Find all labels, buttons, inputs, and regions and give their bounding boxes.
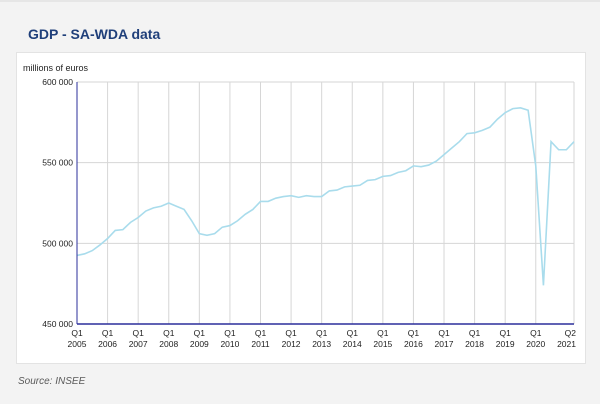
x-tick-label-year: 2010 xyxy=(220,339,239,349)
x-tick-label-quarter: Q1 xyxy=(469,328,481,338)
x-tick-label-quarter: Q2 xyxy=(565,328,577,338)
x-tick-label-quarter: Q1 xyxy=(132,328,144,338)
top-rule xyxy=(0,0,600,2)
x-tick-label-quarter: Q1 xyxy=(194,328,206,338)
x-tick-label-year: 2006 xyxy=(98,339,117,349)
y-axis-label: millions of euros xyxy=(23,63,89,73)
x-tick-label-quarter: Q1 xyxy=(408,328,420,338)
x-tick-label-year: 2013 xyxy=(312,339,331,349)
x-tick-label-quarter: Q1 xyxy=(224,328,236,338)
y-tick-label: 600 000 xyxy=(42,77,73,87)
x-tick-label-year: 2011 xyxy=(251,339,270,349)
x-tick-label-quarter: Q1 xyxy=(438,328,450,338)
x-tick-label-quarter: Q1 xyxy=(530,328,542,338)
x-tick-label-year: 2012 xyxy=(282,339,301,349)
page-title: GDP - SA-WDA data xyxy=(28,26,161,42)
x-tick-label-year: 2007 xyxy=(129,339,148,349)
x-tick-label-quarter: Q1 xyxy=(347,328,359,338)
x-tick-label-year: 2018 xyxy=(465,339,484,349)
x-tick-label-year: 2014 xyxy=(343,339,362,349)
x-tick-label-year: 2021 xyxy=(557,339,576,349)
x-tick-label-quarter: Q1 xyxy=(163,328,175,338)
x-tick-label-year: 2020 xyxy=(526,339,545,349)
x-tick-label-quarter: Q1 xyxy=(71,328,83,338)
y-tick-label: 450 000 xyxy=(42,319,73,329)
x-tick-label-quarter: Q1 xyxy=(102,328,114,338)
x-tick-label-quarter: Q1 xyxy=(255,328,267,338)
x-tick-label-year: 2019 xyxy=(496,339,515,349)
y-tick-label: 550 000 xyxy=(42,158,73,168)
grid xyxy=(76,81,575,325)
source-note: Source: INSEE xyxy=(18,376,86,387)
y-tick-label: 500 000 xyxy=(42,238,73,248)
x-tick-label-year: 2017 xyxy=(435,339,454,349)
y-axis-ticks: 450 000 500 000 550 000 600 000 xyxy=(42,77,73,329)
x-tick-label-quarter: Q1 xyxy=(316,328,328,338)
x-tick-label-quarter: Q1 xyxy=(377,328,389,338)
x-tick-label-quarter: Q1 xyxy=(285,328,297,338)
x-tick-label-year: 2008 xyxy=(159,339,178,349)
x-tick-label-quarter: Q1 xyxy=(500,328,512,338)
x-axis-ticks: Q12005Q12006Q12007Q12008Q12009Q12010Q120… xyxy=(68,328,577,349)
x-tick-label-year: 2015 xyxy=(373,339,392,349)
series-line-gdp xyxy=(76,106,575,286)
chart-panel: 450 000 500 000 550 000 600 000 Q1 2005 Q1 200… xyxy=(16,52,586,364)
x-tick-label-year: 2016 xyxy=(404,339,423,349)
x-tick-label-year: 2009 xyxy=(190,339,209,349)
x-tick-label-year: 2005 xyxy=(68,339,87,349)
